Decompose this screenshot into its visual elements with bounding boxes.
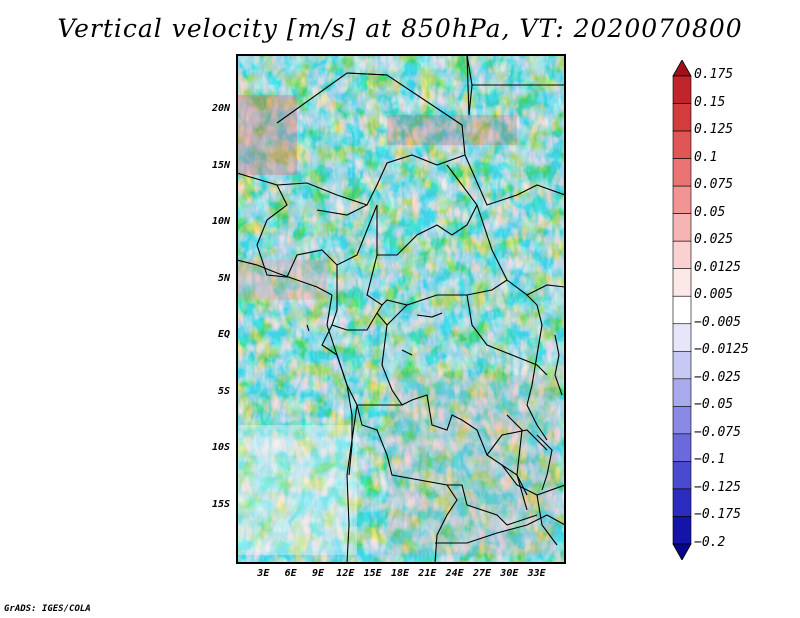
warm-region (387, 375, 557, 555)
colorbar-segment (672, 378, 692, 407)
colorbar-level-label: 0.1 (694, 149, 718, 165)
colorbar-segment (672, 240, 692, 270)
lon-tick-label: 3E (257, 568, 270, 579)
colorbar-segment (672, 185, 692, 214)
country-border (466, 55, 473, 116)
colorbar-level-label: 0.125 (694, 122, 734, 138)
warm-region (237, 260, 327, 300)
colorbar-level-label: −0.175 (694, 507, 741, 523)
colorbar-segment (672, 406, 692, 435)
coastline (296, 279, 333, 296)
colorbar-segment (672, 103, 692, 132)
colorbar-segment (672, 130, 692, 159)
boundaries (237, 55, 565, 563)
colorbar-level-label: 0.075 (694, 177, 734, 193)
country-border (356, 404, 458, 563)
river (401, 349, 413, 356)
colorbar-segment (672, 268, 692, 297)
lake-shore (536, 434, 553, 491)
colorbar-segment (672, 516, 692, 545)
colorbar-level-label: 0.175 (694, 67, 734, 82)
colorbar-level-label: 0.0125 (694, 259, 741, 275)
country-border (466, 55, 470, 116)
country-border (346, 404, 358, 563)
colorbar-level-label: −0.125 (694, 479, 741, 495)
lon-tick-label: 21E (418, 568, 437, 579)
vertical-velocity-field (237, 55, 565, 563)
country-border (376, 304, 408, 326)
colorbar-level-label: 0.15 (694, 94, 726, 110)
colorbar-segment (672, 323, 692, 352)
country-border (464, 154, 565, 206)
colorbar-segment (672, 433, 692, 462)
colorbar-level-label: 0.025 (694, 232, 734, 248)
lon-tick-label: 33E (527, 568, 546, 579)
lake-shore (554, 334, 563, 396)
lat-tick-label: 15N (211, 159, 230, 171)
lat-tick-label: 20N (211, 103, 230, 115)
country-border (276, 182, 368, 206)
calm-ocean-region (237, 425, 357, 555)
colorbar-segment (672, 350, 692, 380)
country-border (536, 494, 558, 546)
country-border (237, 172, 288, 246)
lake-shore (506, 414, 528, 496)
colorbar-level-label: −0.05 (694, 397, 734, 413)
colorbar-segment (672, 213, 692, 242)
warm-region (237, 95, 297, 175)
grads-credit: GrADS: IGES/COLA (4, 604, 91, 614)
colorbar-segment (672, 488, 692, 517)
chart-title: Vertical velocity [m/s] at 850hPa, VT: 2… (57, 14, 743, 43)
country-border (486, 429, 548, 456)
colorbar-segment (672, 461, 692, 490)
lat-tick-label: 5S (217, 385, 230, 397)
country-border (376, 164, 478, 256)
country-border (435, 514, 565, 544)
river (416, 312, 443, 318)
country-border (357, 324, 404, 406)
map-panel (236, 54, 566, 564)
country-border (256, 204, 378, 278)
warm-region (387, 115, 517, 145)
coastline (326, 294, 353, 476)
lat-tick-label: EQ (217, 329, 230, 341)
lon-tick-label: 30E (500, 568, 519, 579)
colorbar-segment (672, 295, 692, 325)
lake-shore (526, 294, 548, 441)
colorbar-arrow-top (672, 60, 692, 77)
field-texture-streaks (237, 55, 565, 563)
colorbar-level-label: 0.05 (694, 204, 726, 220)
lat-tick-label: 15S (211, 498, 230, 510)
lon-tick-label: 6E (284, 568, 297, 579)
country-border (447, 484, 538, 526)
lon-tick-label: 27E (472, 568, 492, 579)
colorbar-level-label: 0.005 (694, 287, 734, 303)
country-border (466, 294, 548, 376)
colorbar-arrow-bottom (672, 543, 692, 560)
island (306, 324, 310, 332)
colorbar-level-label: −0.075 (694, 424, 741, 440)
colorbar (672, 60, 692, 560)
country-border (366, 254, 508, 306)
lat-tick-label: 10N (211, 216, 230, 228)
lon-tick-label: 24E (445, 568, 464, 579)
lon-tick-label: 12E (336, 568, 355, 579)
colorbar-level-label: −0.005 (694, 314, 741, 330)
country-border (346, 72, 388, 76)
colorbar-segment (672, 75, 692, 104)
coastline (237, 259, 298, 281)
country-border (401, 394, 565, 496)
colorbar-level-label: −0.2 (694, 535, 726, 550)
lat-tick-label: 10S (211, 442, 230, 454)
colorbar-level-label: −0.0125 (694, 342, 749, 358)
lon-tick-label: 18E (390, 568, 410, 579)
colorbar-segment (672, 158, 692, 187)
map-frame (237, 55, 565, 563)
lon-tick-label: 15E (363, 568, 382, 579)
lat-tick-label: 5N (217, 272, 230, 284)
colorbar-level-label: −0.1 (694, 452, 726, 468)
lon-tick-label: 9E (311, 568, 325, 579)
country-border (476, 204, 565, 296)
colorbar-level-label: −0.025 (694, 369, 741, 385)
